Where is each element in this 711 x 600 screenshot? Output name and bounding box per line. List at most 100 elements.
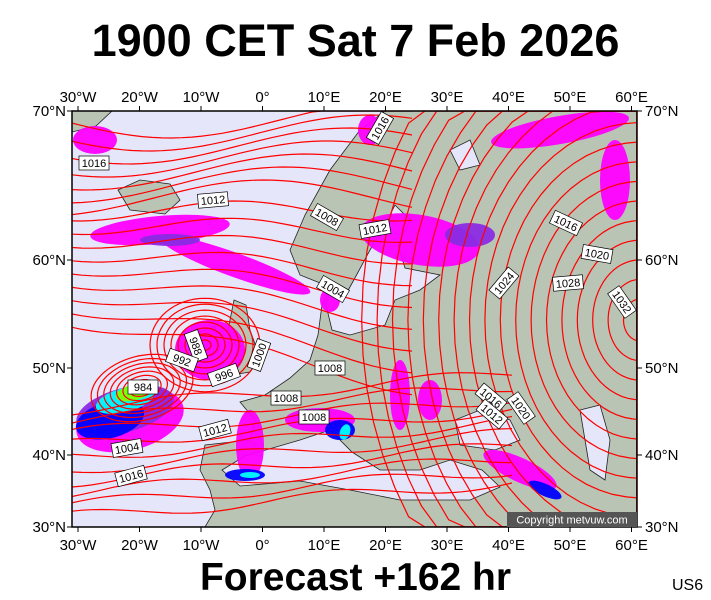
isobar [109,366,175,410]
lon-label: 30°E [431,537,464,554]
isobar [422,111,637,527]
lon-label: 50°E [554,89,587,106]
isobar-label-text: 996 [214,367,235,385]
lon-label: 60°E [615,89,648,106]
lon-label: 20°E [369,537,402,554]
isobar-label-text: 1004 [114,441,140,457]
isobar [72,482,513,514]
isobar-label: 1016 [114,464,148,488]
map-title: 1900 CET Sat 7 Feb 2026 [91,15,620,66]
lat-label: 30°N [32,519,66,536]
isobar-label: 1008 [298,409,330,425]
lon-label: 20°W [121,537,159,554]
isobar [561,219,637,421]
isobar-label: 1012 [197,191,229,209]
isobar-label: 1012 [358,219,392,239]
lat-label: 30°N [645,519,679,536]
isobar [72,415,513,458]
isobar-label: 1008 [270,390,302,406]
precip-area [360,213,480,267]
isobar [453,111,637,527]
lon-label: 30°W [60,537,98,554]
isobar-label-text: 992 [171,352,192,370]
precip-area [600,140,630,220]
isobar [499,141,637,499]
isobar-label: 1016 [78,155,110,171]
lon-label: 10°W [183,537,221,554]
isobar-label-text: 1016 [82,158,106,170]
lat-label: 60°N [32,252,66,269]
isobar [72,217,413,244]
lat-label: 40°N [32,447,66,464]
isobar-label: 984 [127,379,159,395]
isobar-label: 988 [183,329,209,363]
isobar [72,300,413,352]
isobar-label-text: 1008 [302,412,326,424]
model-code: US6 [672,577,704,594]
isobar [407,111,637,527]
iceland-land [117,179,181,215]
isobar [530,180,637,460]
isobar [96,357,188,419]
isobar-label-text: 988 [186,336,204,357]
isobar-label: 996 [207,362,241,388]
precip-area [73,126,117,154]
isobar [177,321,233,369]
isobar [72,268,413,309]
isobar-label: 1012 [198,418,232,442]
isobar [72,408,513,443]
isobar [72,111,412,139]
isobar [122,374,162,402]
isobar [376,111,637,527]
isobar [622,298,637,342]
copyright-box: Copyright metvuw.com [507,512,637,527]
copyright-text: Copyright metvuw.com [516,515,627,527]
isobar [72,285,413,330]
isobar-label: 1028 [552,274,584,292]
isobar [103,362,181,414]
lon-label: 20°E [369,89,402,106]
lon-label: 0° [255,537,269,554]
lat-label: 50°N [32,360,66,377]
isobar [391,111,637,527]
isobar [545,200,637,440]
isobar [607,279,637,361]
lon-label: 50°E [554,537,587,554]
isobar [72,140,413,178]
lat-label: 70°N [32,103,66,120]
precip-area [483,449,557,491]
mediterranean-sea [221,429,501,501]
lon-label: 20°W [121,89,159,106]
isobar [72,200,413,222]
isobar [72,458,513,498]
isobar-label: 1008 [314,360,346,376]
isobar [468,111,637,527]
isobar [72,166,413,204]
isobar [72,251,413,287]
forecast-hour: Forecast +162 hr [199,556,512,599]
isobar-label-text: 1012 [362,222,388,238]
isobar [72,428,513,474]
isobar [72,313,413,374]
greenland-land [72,111,113,133]
precip-area [236,410,264,480]
isobar [72,402,513,430]
isobar [184,327,226,363]
isobar-label-text: 984 [134,382,152,394]
baltic-sea [325,204,441,336]
lon-label: 30°E [431,89,464,106]
axis-ticks: 30°W 30°W 20°W 20°W 10°W 10°W 0° 0° 10°E 10°E 20°E… [32,89,678,554]
precip-area [240,472,260,478]
isobar-label: 992 [165,347,199,373]
precip-area [445,223,495,247]
lon-label: 10°E [308,537,341,554]
isobar [72,153,413,191]
isobar-label-text: 1020 [584,247,610,263]
lat-label: 60°N [645,252,679,269]
isobar [592,259,637,381]
isobar-label-text: 1008 [274,393,298,405]
isobar [576,239,637,401]
lon-label: 40°E [492,537,525,554]
lat-label: 50°N [645,360,679,377]
isobar [72,326,413,396]
